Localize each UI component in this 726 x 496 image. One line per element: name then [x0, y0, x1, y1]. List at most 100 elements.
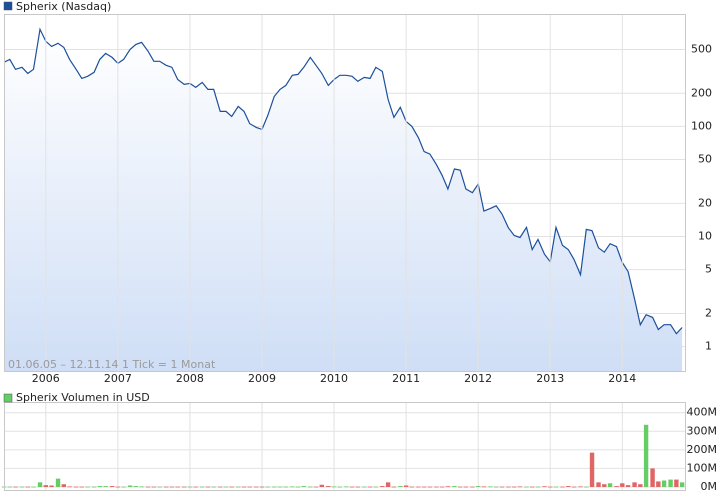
- bar: [367, 486, 373, 488]
- bar: [578, 486, 583, 488]
- bar: [247, 486, 252, 488]
- bar: [181, 486, 187, 488]
- legend-label: Spherix (Nasdaq): [16, 0, 111, 13]
- bar: [475, 486, 481, 487]
- y-tick-label: 1: [705, 340, 712, 353]
- bar: [355, 486, 361, 488]
- bar: [313, 486, 319, 488]
- bar: [470, 486, 475, 488]
- plot-bg: [4, 402, 685, 490]
- bar: [661, 480, 667, 487]
- bar: [1, 486, 7, 488]
- bar: [524, 486, 529, 488]
- bar: [337, 486, 343, 488]
- bar: [362, 486, 367, 488]
- x-tick-label: 2010: [320, 372, 348, 385]
- bar: [169, 486, 175, 488]
- x-tick-label: 2007: [104, 372, 132, 385]
- y-tick-label: 5: [705, 263, 712, 276]
- bar: [265, 486, 270, 488]
- bar: [25, 486, 30, 488]
- y-tick-label: 500: [691, 42, 712, 55]
- bar: [187, 486, 193, 488]
- bar: [421, 486, 427, 488]
- bar: [199, 486, 205, 488]
- bar: [121, 486, 126, 488]
- y-tick-label: 50: [698, 153, 712, 166]
- x-tick-label: 2013: [536, 372, 564, 385]
- bar: [632, 482, 637, 487]
- bar: [589, 452, 595, 487]
- bar: [19, 486, 25, 488]
- bar: [67, 486, 72, 488]
- bar: [254, 486, 259, 488]
- bar: [127, 485, 133, 487]
- bar: [643, 424, 649, 487]
- bar: [602, 484, 607, 487]
- bar: [259, 486, 265, 488]
- bar: [85, 486, 90, 488]
- bar: [463, 486, 469, 488]
- y-tick-label: 2: [705, 306, 712, 319]
- bar: [308, 486, 313, 488]
- bar: [385, 482, 391, 487]
- bar: [391, 486, 397, 488]
- bar: [560, 486, 565, 488]
- y-tick-label: 200M: [687, 443, 718, 456]
- bar: [7, 486, 12, 488]
- x-tick-label: 2011: [392, 372, 420, 385]
- bar: [193, 486, 198, 488]
- bar: [530, 486, 535, 488]
- bar: [283, 486, 288, 488]
- bar: [535, 486, 541, 488]
- y-tick-label: 100: [691, 119, 712, 132]
- bar: [229, 486, 234, 488]
- bar: [607, 483, 613, 487]
- bar: [625, 485, 631, 487]
- bar: [37, 482, 43, 487]
- bar: [115, 486, 121, 488]
- bar: [301, 486, 306, 487]
- bar: [548, 486, 553, 488]
- bar: [295, 486, 301, 488]
- bar: [157, 486, 162, 488]
- bar: [380, 486, 385, 487]
- bar: [91, 486, 97, 488]
- x-tick-label: 2014: [608, 372, 636, 385]
- bar: [175, 486, 180, 488]
- bar: [571, 486, 577, 488]
- bar: [638, 484, 643, 487]
- bar: [133, 486, 139, 487]
- x-tick-label: 2008: [176, 372, 204, 385]
- bar: [73, 486, 79, 488]
- bar: [542, 486, 547, 488]
- bar: [596, 482, 601, 487]
- y-tick-label: 200: [691, 86, 712, 99]
- bar: [416, 486, 421, 488]
- bar: [499, 486, 505, 488]
- bar: [506, 486, 511, 488]
- bar: [79, 486, 85, 488]
- bar: [439, 486, 445, 488]
- bar: [679, 482, 685, 487]
- bar: [217, 486, 223, 488]
- bar: [43, 485, 48, 487]
- bar: [409, 486, 415, 488]
- bar: [55, 478, 61, 487]
- y-tick-label: 10: [698, 229, 712, 242]
- bar: [223, 486, 229, 488]
- bar: [236, 486, 241, 488]
- bar: [331, 486, 337, 488]
- bar: [674, 479, 679, 487]
- bar: [403, 485, 409, 487]
- bar: [151, 486, 157, 488]
- y-tick-label: 300M: [687, 424, 718, 437]
- bar: [553, 486, 559, 488]
- bar: [493, 486, 499, 488]
- bar: [566, 486, 571, 487]
- plot-frame: [4, 402, 686, 491]
- bar: [452, 486, 457, 487]
- x-tick-label: 2009: [248, 372, 276, 385]
